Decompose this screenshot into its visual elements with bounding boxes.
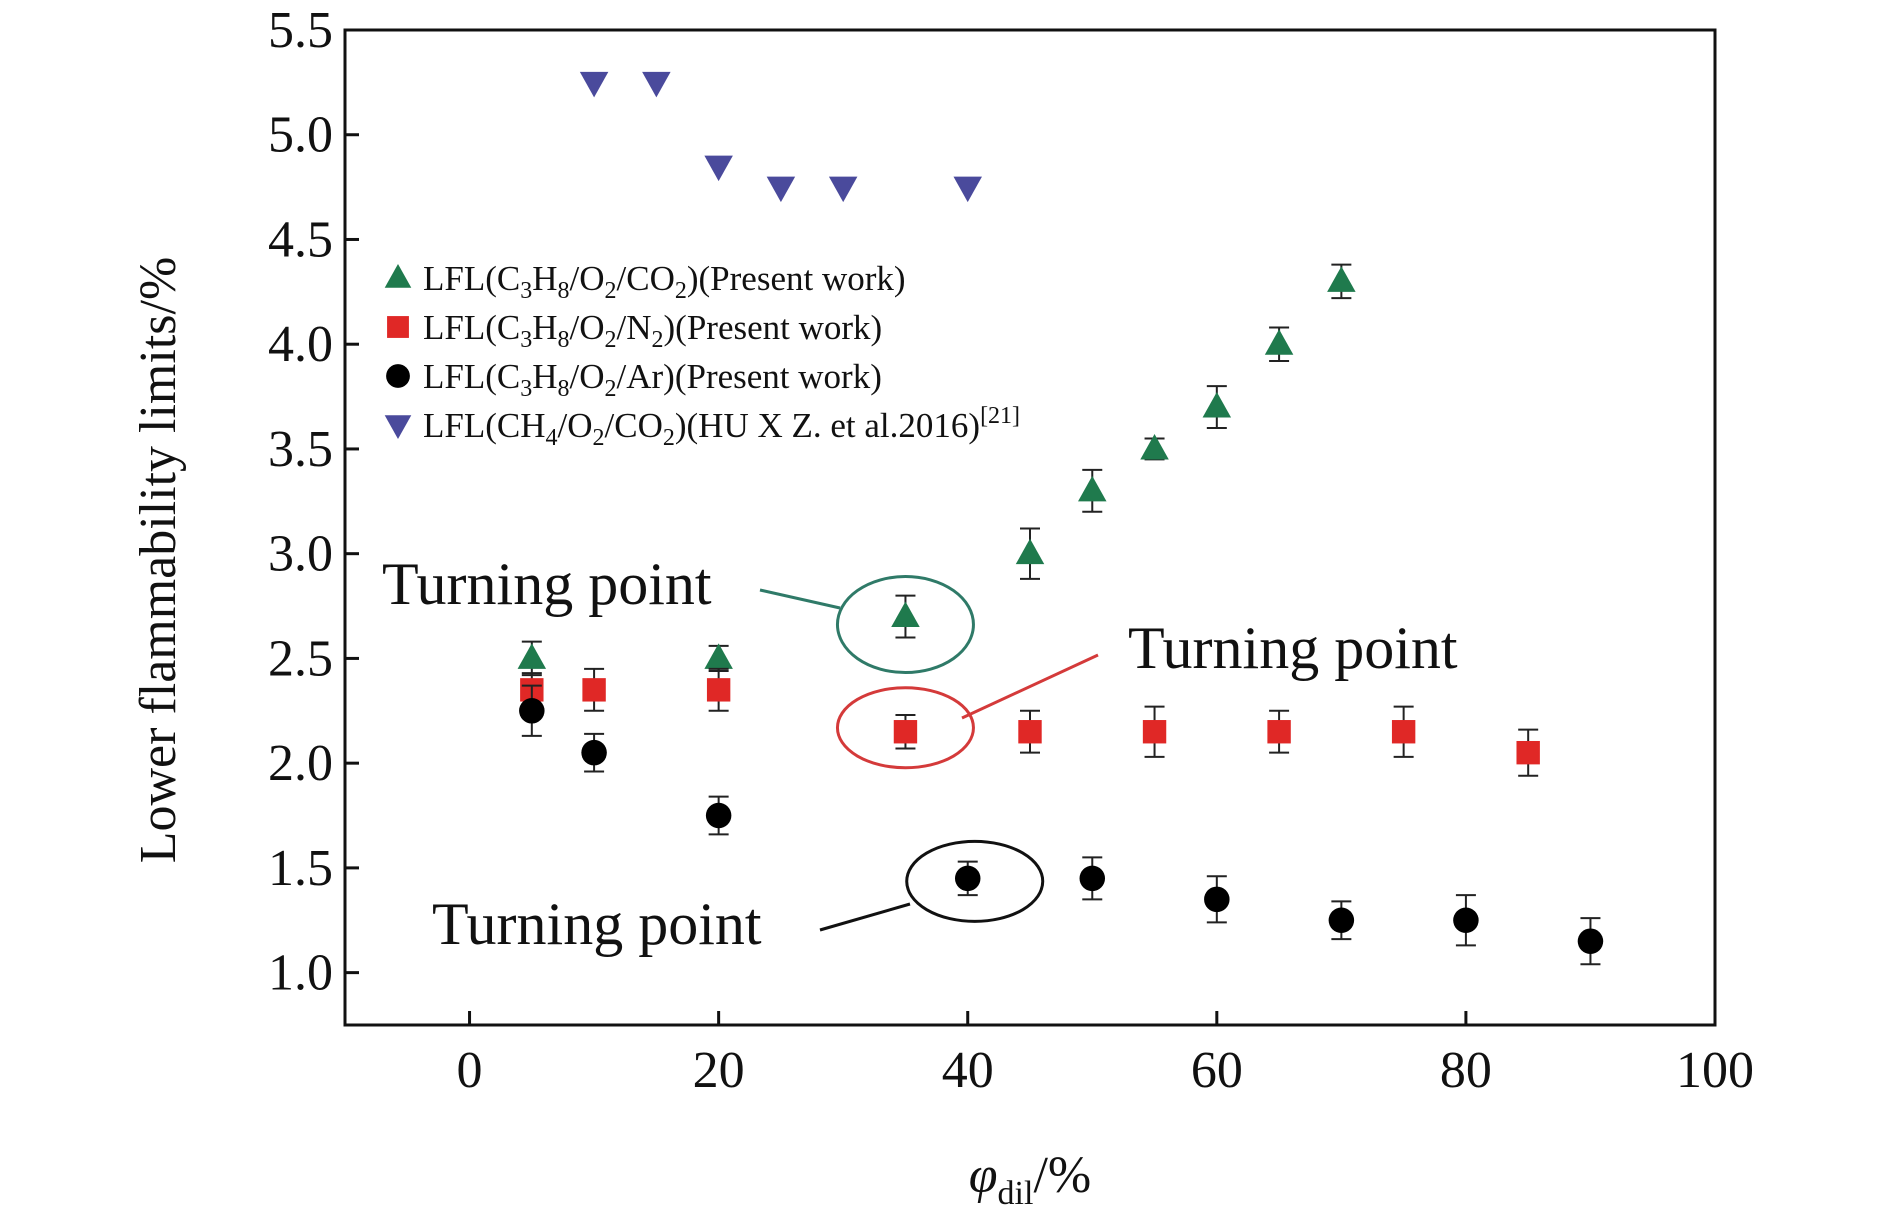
legend: LFL(C3H8/O2/CO2)(Present work)LFL(C3H8/O… [384, 259, 1020, 451]
annotations: Turning point Turning point Turning point [382, 551, 1458, 957]
co2-point-5 [1140, 433, 1169, 460]
ar-point-0 [519, 698, 545, 724]
annotation-leader-ar [819, 902, 911, 932]
ar-point-4 [1079, 865, 1106, 892]
y-tick-label-8: 5.0 [268, 107, 333, 164]
x-axis: 0 20 40 60 80 100 [457, 1011, 1754, 1099]
ch4-point-2 [704, 155, 733, 182]
co2-point-0 [517, 643, 547, 669]
ch4-point-4 [828, 176, 858, 203]
y-axis: 1.0 1.5 2.0 2.5 3.0 3.5 4.0 4.5 5.0 5.5 [268, 2, 359, 1002]
annotation-text-co2: Turning point [382, 551, 712, 617]
co2-point-4 [1078, 475, 1107, 502]
y-axis-label: Lower flammability limits/% [130, 257, 187, 864]
annotation-ellipse-ar [905, 839, 1045, 923]
n2-point-7 [1391, 720, 1416, 744]
ch4-point-5 [953, 176, 982, 203]
y-tick-label-4: 3.0 [268, 526, 333, 583]
x-tick-label-3: 60 [1191, 1042, 1243, 1099]
x-tick-label-5: 100 [1676, 1042, 1754, 1099]
ar-point-3 [954, 865, 981, 892]
x-tick-label-2: 40 [942, 1042, 994, 1099]
y-tick-label-7: 4.5 [268, 211, 333, 268]
co2-point-8 [1327, 266, 1356, 292]
legend-label-n2: LFL(C3H8/O2/N2)(Present work) [423, 308, 882, 353]
legend-marker-co2 [384, 264, 412, 288]
co2-point-3 [1015, 538, 1045, 565]
annotation-text-ar: Turning point [432, 891, 762, 957]
x-tick-label-1: 20 [693, 1042, 745, 1099]
annotation-ellipse-n2 [835, 686, 975, 770]
plot-frame [343, 28, 1717, 1027]
y-tick-label-0: 1.0 [268, 945, 333, 1002]
legend-marker-n2 [387, 316, 409, 338]
n2-point-8 [1516, 740, 1540, 765]
y-tick-label-1: 1.5 [268, 840, 333, 897]
co2-point-1 [704, 643, 733, 669]
series-ch4 [579, 71, 982, 203]
annotation-leader-n2 [961, 653, 1099, 720]
x-axis-label-unit: /% [1033, 1147, 1091, 1204]
co2-point-2 [891, 601, 920, 628]
ch4-point-0 [579, 71, 609, 98]
y-tick-label-6: 4.0 [268, 316, 333, 373]
series-layer [517, 71, 1604, 966]
n2-point-4 [1018, 720, 1042, 744]
legend-label-ch4: LFL(CH4/O2/CO2)(HU X Z. et al.2016)[21] [423, 403, 1020, 451]
ch4-point-3 [766, 176, 796, 203]
series-n2 [520, 667, 1540, 777]
co2-point-6 [1202, 392, 1232, 418]
n2-point-6 [1267, 720, 1291, 744]
annotation-ellipse-co2 [835, 575, 975, 675]
y-tick-label-2: 2.0 [268, 735, 333, 792]
y-tick-label-3: 2.5 [268, 630, 333, 687]
y-tick-label-5: 3.5 [268, 421, 333, 478]
x-axis-label-sub: dil [998, 1175, 1034, 1212]
legend-label-ar: LFL(C3H8/O2/Ar)(Present work) [423, 357, 882, 402]
ar-point-5 [1204, 886, 1230, 913]
n2-point-1 [582, 678, 606, 702]
x-axis-label: φdil/% [969, 1147, 1091, 1212]
legend-marker-ar [386, 364, 410, 388]
ar-point-2 [705, 802, 732, 829]
legend-label-co2: LFL(C3H8/O2/CO2)(Present work) [423, 259, 906, 304]
n2-point-2 [706, 678, 731, 702]
series-ar [519, 684, 1604, 966]
x-axis-label-symbol: φ [969, 1147, 998, 1204]
ar-point-6 [1328, 907, 1355, 934]
y-tick-label-9: 5.5 [268, 2, 333, 59]
n2-point-5 [1142, 720, 1167, 744]
ar-point-7 [1453, 907, 1479, 934]
n2-point-3 [893, 720, 918, 744]
annotation-text-n2: Turning point [1128, 615, 1458, 681]
x-tick-label-0: 0 [457, 1042, 483, 1099]
ar-point-8 [1577, 928, 1604, 954]
legend-marker-ch4 [384, 415, 412, 439]
ch4-point-1 [642, 71, 671, 98]
ar-point-1 [581, 739, 607, 766]
annotation-leader-co2 [759, 588, 841, 610]
co2-point-7 [1264, 329, 1294, 355]
x-tick-label-4: 80 [1440, 1042, 1492, 1099]
